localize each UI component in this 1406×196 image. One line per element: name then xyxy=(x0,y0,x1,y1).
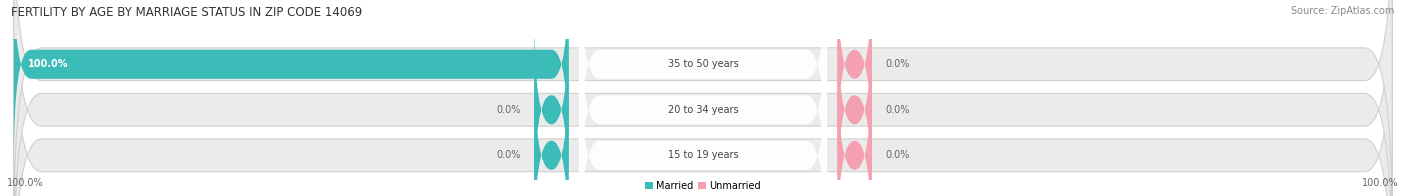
Text: FERTILITY BY AGE BY MARRIAGE STATUS IN ZIP CODE 14069: FERTILITY BY AGE BY MARRIAGE STATUS IN Z… xyxy=(11,6,363,19)
Text: 0.0%: 0.0% xyxy=(886,150,910,160)
FancyBboxPatch shape xyxy=(838,0,872,163)
FancyBboxPatch shape xyxy=(838,56,872,196)
Text: 35 to 50 years: 35 to 50 years xyxy=(668,59,738,69)
FancyBboxPatch shape xyxy=(534,11,568,196)
FancyBboxPatch shape xyxy=(579,0,827,186)
Text: 100.0%: 100.0% xyxy=(28,59,67,69)
FancyBboxPatch shape xyxy=(14,0,1392,196)
Text: 100.0%: 100.0% xyxy=(1362,178,1399,188)
Legend: Married, Unmarried: Married, Unmarried xyxy=(645,181,761,191)
Text: 15 to 19 years: 15 to 19 years xyxy=(668,150,738,160)
FancyBboxPatch shape xyxy=(14,0,1392,196)
FancyBboxPatch shape xyxy=(579,33,827,196)
Text: 0.0%: 0.0% xyxy=(886,59,910,69)
Text: 0.0%: 0.0% xyxy=(496,105,520,115)
FancyBboxPatch shape xyxy=(838,11,872,196)
Text: Source: ZipAtlas.com: Source: ZipAtlas.com xyxy=(1291,6,1395,16)
FancyBboxPatch shape xyxy=(14,0,568,163)
Text: 0.0%: 0.0% xyxy=(496,150,520,160)
FancyBboxPatch shape xyxy=(534,56,568,196)
Text: 100.0%: 100.0% xyxy=(7,178,44,188)
FancyBboxPatch shape xyxy=(579,0,827,196)
Text: 20 to 34 years: 20 to 34 years xyxy=(668,105,738,115)
Text: 0.0%: 0.0% xyxy=(886,105,910,115)
FancyBboxPatch shape xyxy=(14,0,1392,196)
